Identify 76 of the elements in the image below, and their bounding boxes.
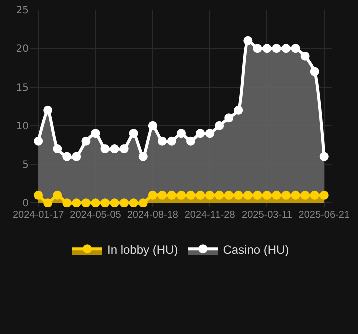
point — [224, 190, 234, 200]
point — [53, 190, 62, 200]
point — [215, 190, 224, 200]
point — [91, 198, 100, 207]
point — [320, 190, 329, 200]
point — [138, 152, 148, 162]
point — [244, 190, 253, 200]
point — [186, 190, 196, 200]
y-tick-label: 20 — [16, 44, 29, 56]
point — [167, 190, 176, 200]
y-tick-label: 10 — [16, 121, 29, 132]
point — [234, 106, 244, 115]
point — [72, 152, 82, 162]
point — [53, 144, 62, 154]
point — [310, 190, 320, 200]
point — [224, 114, 234, 123]
point — [291, 190, 300, 200]
point — [148, 121, 158, 130]
point — [272, 44, 282, 54]
x-tick-label: 2025-06-21 — [298, 210, 350, 221]
point — [253, 44, 262, 54]
point — [158, 136, 167, 146]
x-tick-label: 2024-01-17 — [12, 210, 65, 221]
point — [206, 190, 215, 200]
point — [186, 136, 196, 146]
point — [300, 52, 310, 61]
point — [234, 190, 244, 200]
point — [100, 198, 110, 207]
legend-label: Casino (HU) — [223, 242, 290, 257]
y-tick-label: 0 — [22, 198, 29, 210]
y-tick-label: 15 — [16, 82, 29, 94]
point — [34, 136, 44, 146]
point — [253, 190, 262, 200]
x-tick-label: 2024-05-05 — [70, 210, 122, 221]
point — [196, 190, 206, 200]
point — [176, 190, 186, 200]
point — [120, 198, 129, 207]
point — [244, 36, 253, 46]
point — [300, 190, 310, 200]
x-tick-label: 2024-08-18 — [127, 210, 179, 221]
point — [34, 190, 44, 200]
point — [82, 198, 91, 207]
point — [110, 144, 120, 154]
point — [272, 190, 282, 200]
point — [138, 198, 148, 207]
point — [320, 152, 329, 162]
point — [206, 129, 215, 138]
point — [91, 129, 100, 138]
point — [82, 136, 91, 146]
point — [196, 129, 206, 138]
point — [167, 136, 176, 146]
point — [176, 129, 186, 138]
point — [282, 190, 291, 200]
point — [62, 152, 72, 162]
point — [282, 44, 291, 54]
point — [262, 44, 272, 54]
y-tick-label: 25 — [16, 6, 29, 16]
point — [62, 198, 72, 207]
point — [100, 144, 110, 154]
point — [110, 198, 120, 207]
point — [158, 190, 167, 200]
point — [72, 198, 82, 207]
point — [291, 44, 300, 54]
point — [120, 144, 129, 154]
x-tick-label: 2024-11-28 — [184, 210, 236, 221]
point — [215, 121, 224, 130]
point — [148, 190, 158, 200]
legend-label: In lobby (HU) — [108, 242, 178, 257]
x-tick-label: 2025-03-11 — [242, 210, 293, 221]
point — [129, 198, 138, 207]
point — [129, 129, 138, 138]
y-tick-label: 5 — [22, 160, 29, 172]
point — [44, 106, 53, 115]
point — [44, 198, 53, 207]
point — [310, 67, 320, 76]
point — [262, 190, 272, 200]
